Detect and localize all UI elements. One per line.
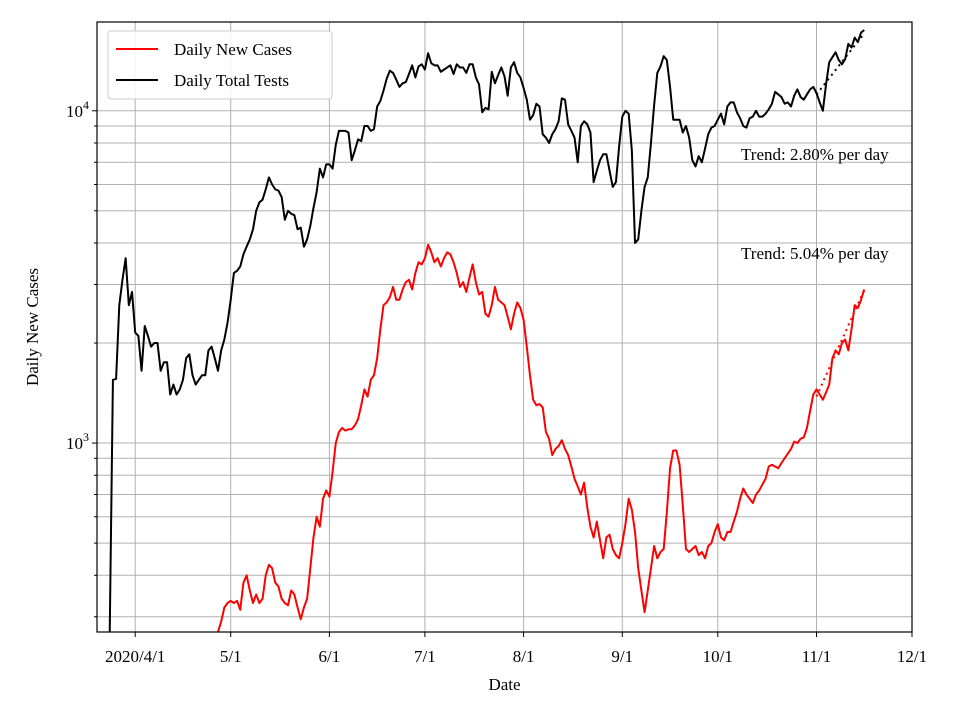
x-tick-label: 2020/4/1 [105,647,165,666]
plot-frame [96,21,913,633]
series-line-daily-new-cases [217,243,866,633]
legend: Daily New Cases Daily Total Tests [107,30,333,100]
trend-line [815,289,866,397]
x-tick-label: 11/1 [802,647,832,666]
trend-annotation-tests: Trend: 2.80% per day [741,145,889,164]
y-tick-label: 104 [66,98,89,121]
legend-box [107,30,333,100]
x-tick-label: 5/1 [220,647,242,666]
y-tick-label: 103 [66,430,89,453]
x-tick-label: 8/1 [513,647,535,666]
x-tick-label: 10/1 [703,647,733,666]
x-axis: 2020/4/1 5/1 6/1 7/1 8/1 9/1 10/1 11/1 12/1 [105,632,927,666]
legend-label-daily-total-tests: Daily Total Tests [174,71,289,90]
x-tick-label: 7/1 [414,647,436,666]
legend-label-daily-new-cases: Daily New Cases [174,40,292,59]
x-axis-title: Date [488,675,520,694]
grid [97,22,913,632]
trend-annotation-cases: Trend: 5.04% per day [741,244,889,263]
trend-line [815,32,866,96]
series-line-daily-total-tests [108,29,865,633]
series-layer [108,29,866,633]
x-tick-label: 12/1 [897,647,927,666]
trend-layer [815,32,866,397]
x-tick-label: 9/1 [611,647,633,666]
y-axis: 103 104 [66,98,97,618]
y-axis-title: Daily New Cases [23,268,42,386]
x-tick-label: 6/1 [319,647,341,666]
